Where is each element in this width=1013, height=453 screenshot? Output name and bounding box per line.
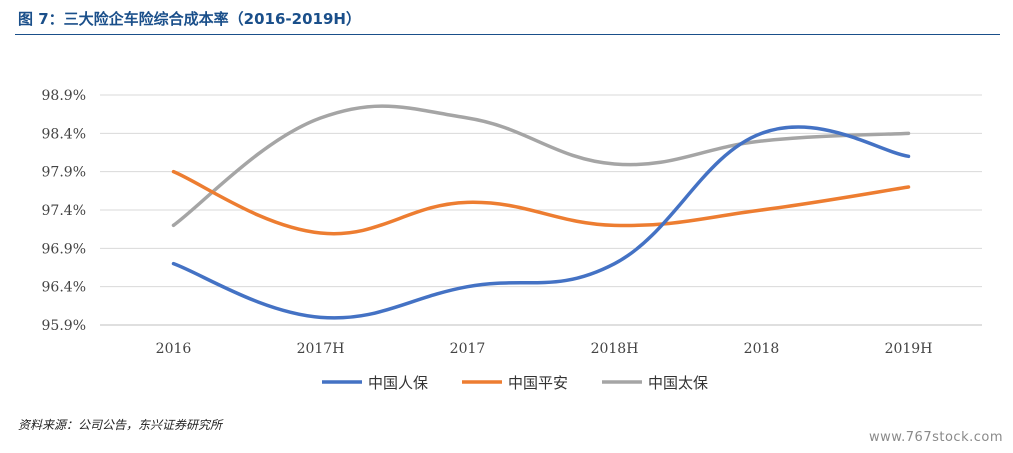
title-divider (15, 34, 1000, 35)
y-tick-label: 95.9% (42, 318, 86, 334)
x-tick-label: 2016 (156, 341, 192, 357)
legend-label: 中国人保 (368, 374, 428, 392)
x-tick-label: 2017H (297, 341, 345, 357)
series-line (171, 169, 911, 236)
y-tick-label: 96.9% (42, 241, 86, 257)
legend-label: 中国平安 (508, 374, 568, 392)
x-axis-ticks: 2016 2017H 2017 2018H 2018 2019H (156, 341, 933, 357)
x-tick-label: 2018 (744, 341, 780, 357)
series-lines (171, 104, 911, 320)
series-line (171, 125, 911, 320)
legend-label: 中国太保 (648, 374, 708, 392)
series-line (171, 104, 911, 228)
source-note: 资料来源：公司公告，东兴证券研究所 (18, 418, 223, 432)
watermark: www.767stock.com (868, 430, 1003, 445)
y-tick-label: 97.9% (42, 165, 86, 181)
chart-title: 图 7：三大险企车险综合成本率（2016-2019H） (18, 10, 361, 28)
x-tick-label: 2019H (885, 341, 933, 357)
y-tick-label: 98.9% (42, 88, 86, 104)
x-tick-label: 2018H (591, 341, 639, 357)
y-tick-label: 96.4% (42, 280, 86, 296)
y-tick-label: 98.4% (42, 126, 86, 142)
y-axis-ticks: 95.9% 96.4% 96.9% 97.4% 97.9% 98.4% 98.9% (42, 88, 86, 334)
legend: 中国人保 中国平安 中国太保 (322, 374, 708, 392)
y-tick-label: 97.4% (42, 203, 86, 219)
x-tick-label: 2017 (450, 341, 486, 357)
